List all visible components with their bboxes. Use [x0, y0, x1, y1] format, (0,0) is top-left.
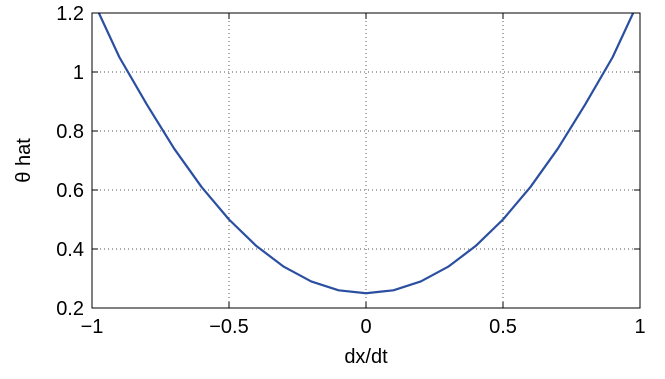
y-tick-label: 1 — [73, 62, 84, 84]
x-tick-label: −1 — [81, 316, 104, 338]
y-tick-label: 1.2 — [56, 3, 84, 25]
y-tick-label: 0.8 — [56, 121, 84, 143]
ticks — [91, 12, 641, 309]
x-tick-label: −0.5 — [209, 316, 248, 338]
series-layer — [97, 13, 635, 295]
y-axis-label: θ hat — [13, 138, 35, 183]
y-tick-label: 0.2 — [56, 298, 84, 320]
x-tick-label: 1 — [634, 316, 645, 338]
tick-labels: −1 −0.5 0 0.5 1 0.2 0.4 0.6 0.8 1 1.2 — [56, 3, 645, 338]
y-tick-label: 0.6 — [56, 180, 84, 202]
series-line — [97, 13, 635, 295]
y-tick-label: 0.4 — [56, 239, 84, 261]
grid-lines — [92, 13, 640, 308]
x-axis-label: dx/dt — [344, 346, 388, 368]
x-tick-label: 0 — [360, 316, 371, 338]
x-tick-label: 0.5 — [489, 316, 517, 338]
